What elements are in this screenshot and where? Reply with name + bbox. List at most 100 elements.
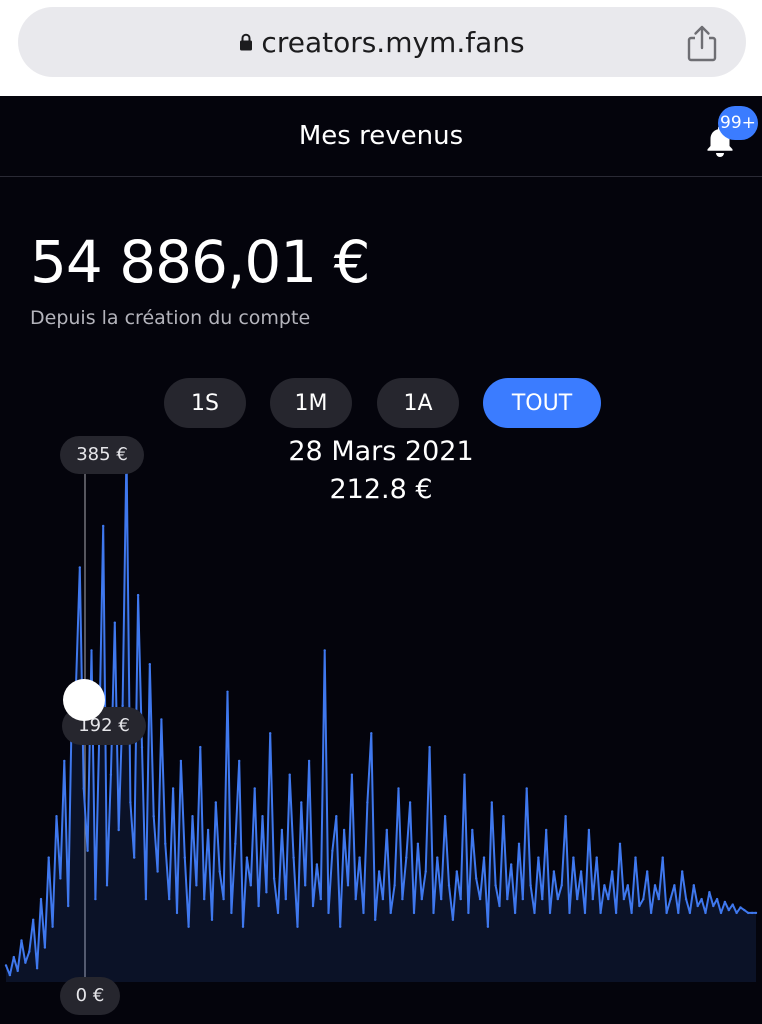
selected-value: 212.8 € <box>329 474 433 505</box>
data-point <box>719 911 723 915</box>
data-point <box>179 759 183 763</box>
data-point <box>579 870 583 873</box>
data-point <box>346 884 350 887</box>
data-point <box>583 911 587 915</box>
data-point <box>366 801 369 804</box>
data-point <box>451 918 455 921</box>
data-point <box>638 904 641 908</box>
data-point <box>241 925 245 928</box>
data-point <box>661 856 664 859</box>
data-point <box>673 884 676 887</box>
data-point <box>747 911 750 915</box>
data-point <box>370 732 373 735</box>
data-point <box>478 897 482 901</box>
data-point <box>731 903 734 906</box>
address-bar[interactable]: creators.mym.fans <box>18 7 746 77</box>
data-point <box>20 939 23 942</box>
data-point <box>560 884 563 887</box>
data-point <box>665 911 668 915</box>
tab-1m[interactable]: 1M <box>270 378 352 428</box>
data-point <box>164 842 167 845</box>
data-point <box>24 961 27 964</box>
data-point <box>16 969 19 973</box>
data-point <box>276 911 280 915</box>
data-point <box>463 773 466 776</box>
data-point <box>144 897 148 901</box>
chart-selection-handle[interactable] <box>63 679 105 721</box>
data-point <box>572 856 575 859</box>
data-point <box>649 911 653 915</box>
data-point <box>214 801 217 804</box>
data-point <box>754 911 758 915</box>
revenue-series-line <box>5 449 756 977</box>
revenue-chart[interactable] <box>0 430 762 1024</box>
data-point <box>319 897 322 901</box>
data-point <box>121 704 124 707</box>
data-point <box>323 649 326 652</box>
data-point <box>506 897 509 901</box>
data-point <box>735 911 738 915</box>
data-point <box>432 911 435 915</box>
data-point <box>377 870 381 873</box>
app-header: Mes revenus <box>0 96 762 177</box>
data-point <box>381 897 385 901</box>
data-point <box>187 925 190 928</box>
tab-1s[interactable]: 1S <box>164 378 246 428</box>
data-point <box>723 900 727 904</box>
data-point <box>210 918 214 921</box>
data-point <box>482 856 486 859</box>
tab-tout[interactable]: TOUT <box>483 378 601 428</box>
data-point <box>513 911 517 915</box>
tab-1a[interactable]: 1A <box>377 378 459 428</box>
data-point <box>424 870 427 873</box>
data-point <box>681 870 684 873</box>
data-point <box>280 828 284 832</box>
data-point <box>140 745 144 749</box>
data-point <box>611 870 614 873</box>
y-axis-min-label: 0 € <box>60 977 120 1015</box>
data-point <box>471 828 474 832</box>
data-point <box>607 897 610 901</box>
data-point <box>102 524 105 528</box>
data-point <box>8 973 12 977</box>
data-point <box>191 815 194 818</box>
data-point <box>743 908 746 912</box>
data-point <box>362 911 365 915</box>
data-point <box>455 870 458 873</box>
data-point <box>440 897 443 901</box>
data-point <box>393 884 396 887</box>
data-point <box>175 911 179 915</box>
data-point <box>552 870 556 873</box>
data-point <box>564 815 567 818</box>
data-point <box>342 828 346 832</box>
data-point <box>296 925 299 928</box>
data-point <box>389 911 392 915</box>
data-point <box>525 787 528 790</box>
data-point <box>272 877 276 880</box>
data-point <box>677 911 680 915</box>
url-text: creators.mym.fans <box>261 25 525 59</box>
data-point <box>12 955 15 959</box>
data-point <box>467 911 470 915</box>
data-point <box>339 925 342 928</box>
data-point <box>307 759 311 763</box>
data-point <box>529 884 532 887</box>
data-point <box>630 911 633 915</box>
data-point <box>727 908 730 912</box>
data-point <box>498 904 501 908</box>
data-point <box>374 918 377 921</box>
data-point <box>245 856 249 859</box>
data-point <box>696 904 699 908</box>
data-point <box>715 897 719 901</box>
data-point <box>331 849 334 852</box>
data-point <box>739 906 742 909</box>
share-icon[interactable] <box>682 23 722 63</box>
data-point <box>614 911 618 915</box>
data-point <box>59 877 62 880</box>
data-point <box>494 884 497 887</box>
data-point <box>63 759 66 763</box>
data-point <box>253 787 256 790</box>
data-point <box>86 849 89 852</box>
data-point <box>136 593 140 597</box>
data-point <box>350 773 354 776</box>
